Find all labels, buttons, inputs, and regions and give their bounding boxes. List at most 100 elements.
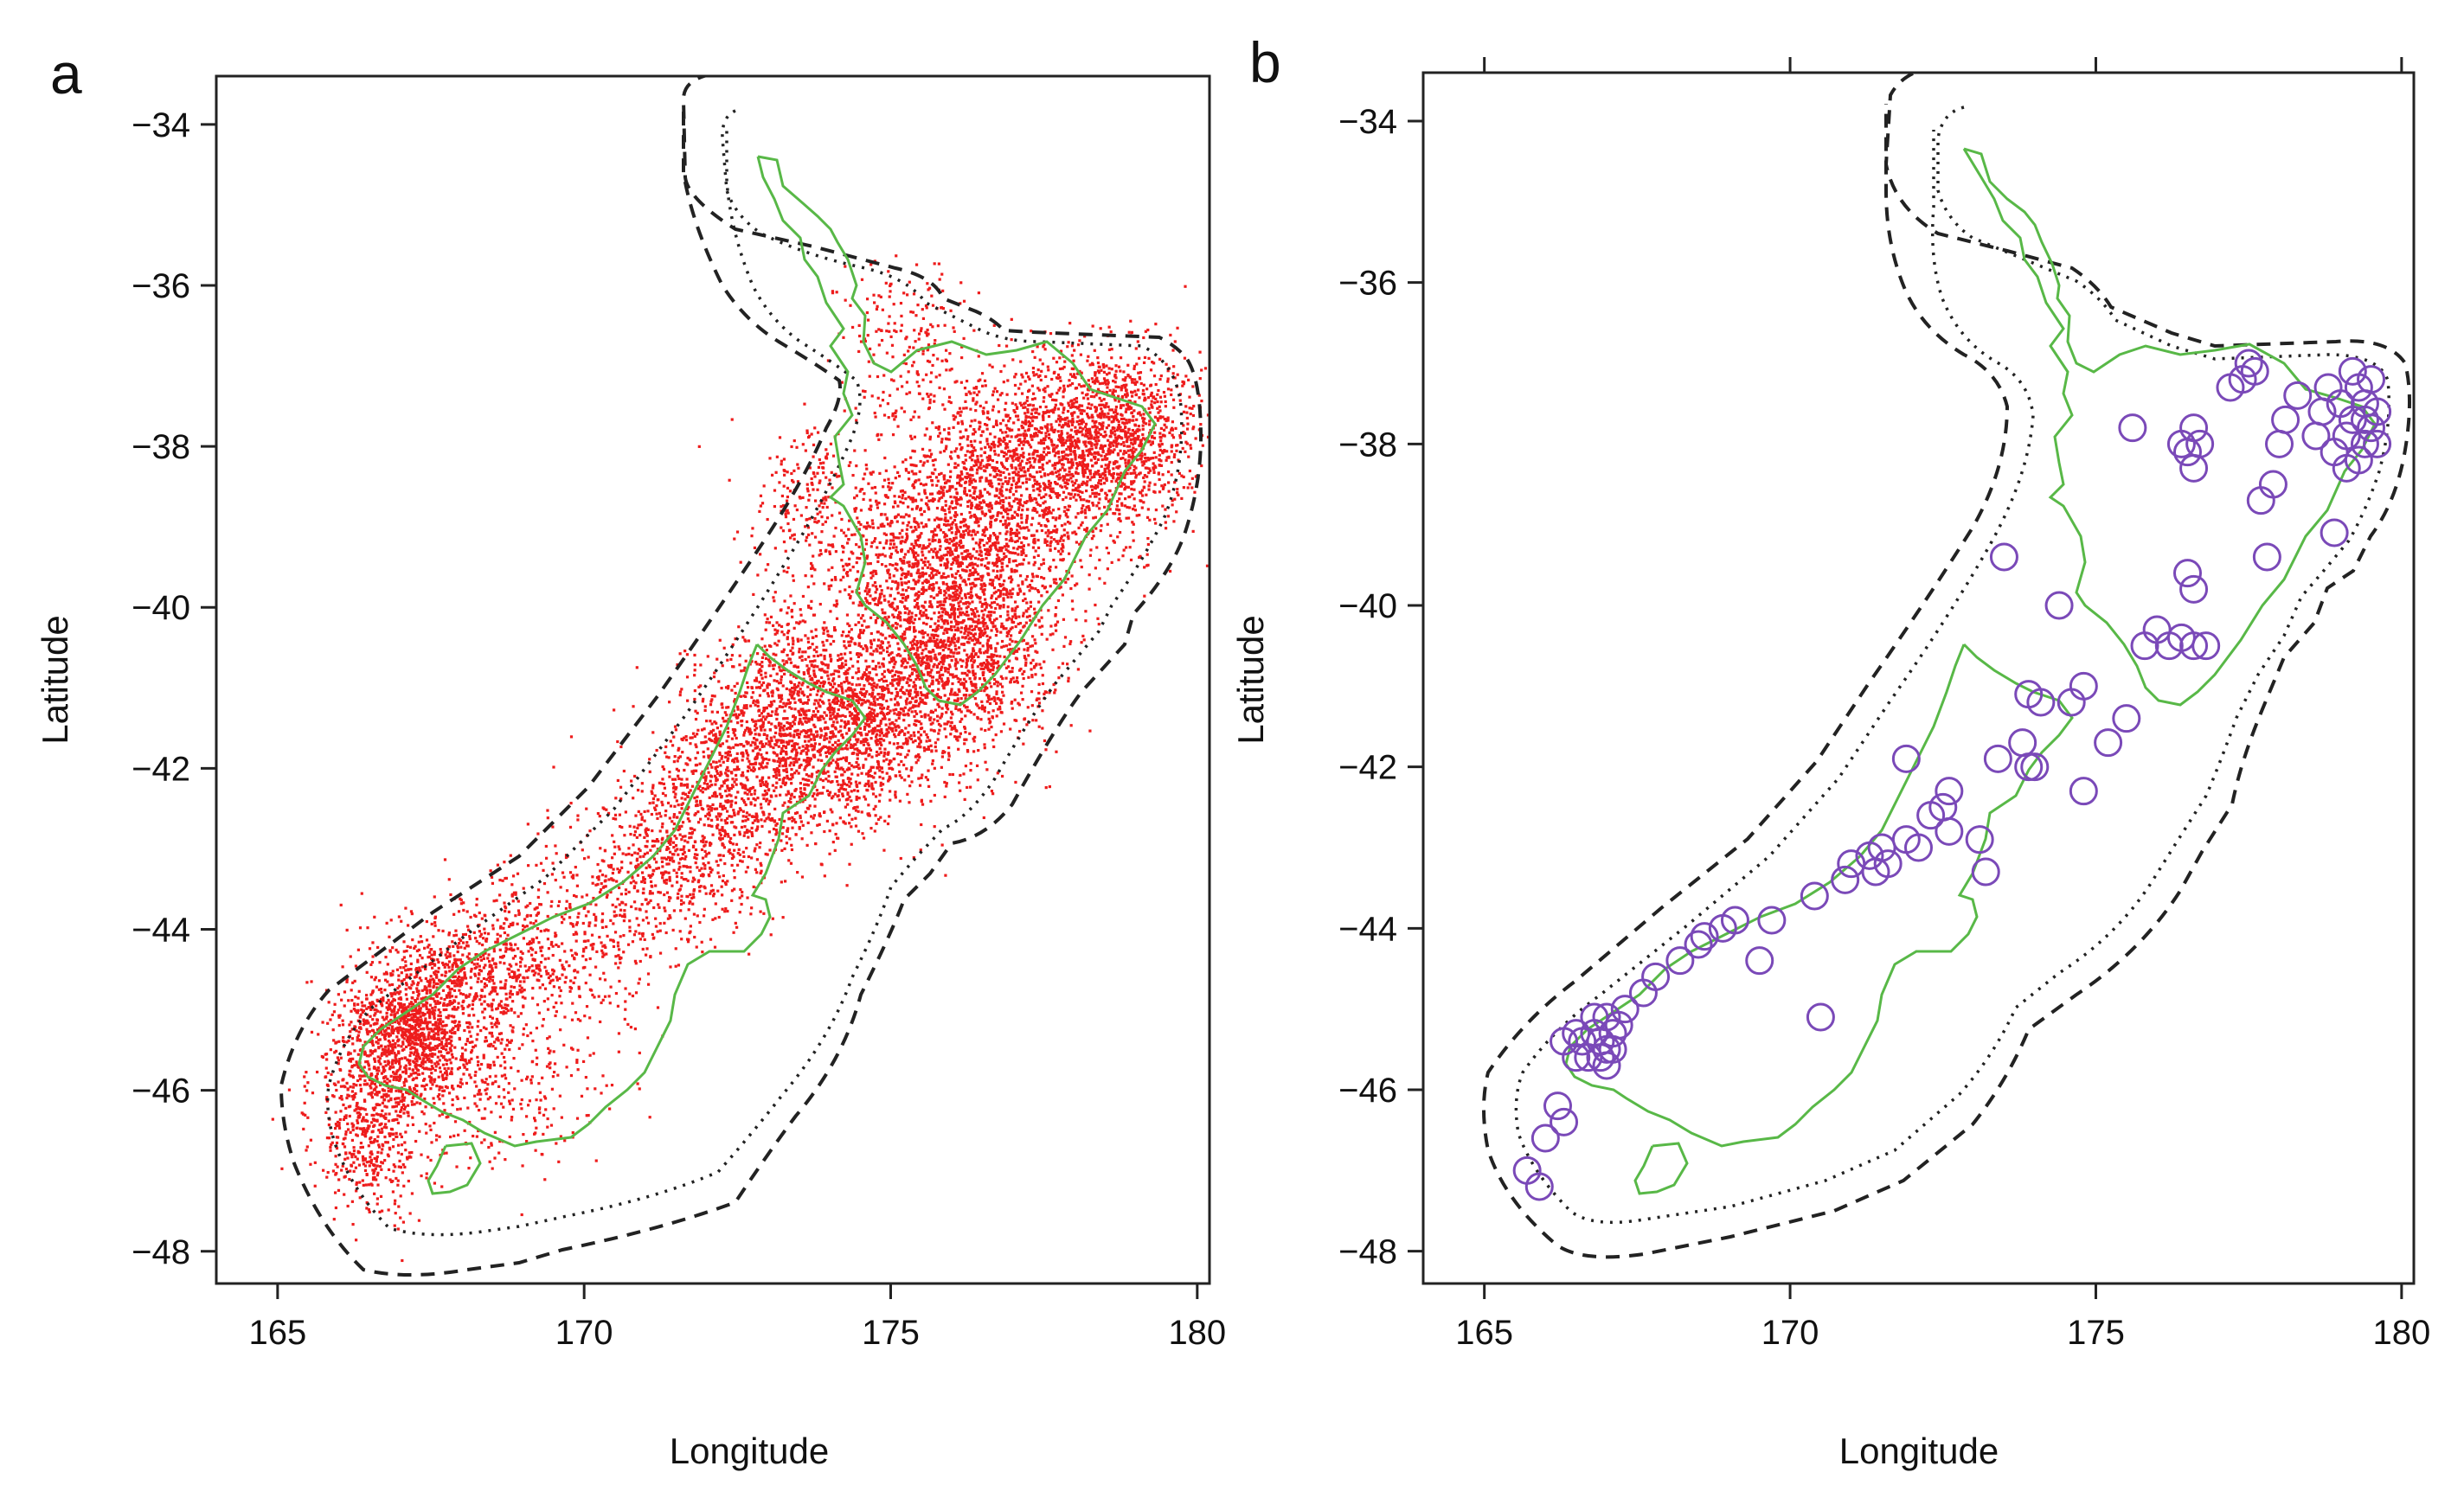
obs-point: [1085, 483, 1088, 487]
obs-point: [905, 627, 908, 631]
obs-point: [940, 496, 944, 499]
obs-point: [1140, 460, 1144, 464]
obs-point: [946, 540, 949, 544]
obs-point: [1062, 457, 1065, 460]
obs-point: [995, 390, 999, 394]
obs-point: [959, 413, 962, 417]
obs-point: [1101, 434, 1105, 439]
obs-point: [1105, 415, 1108, 419]
obs-point: [1007, 576, 1011, 579]
obs-point: [1093, 381, 1097, 385]
obs-point: [1095, 504, 1099, 508]
obs-point: [998, 682, 1003, 686]
obs-point: [939, 600, 942, 604]
obs-point: [1049, 331, 1053, 336]
obs-point: [1111, 493, 1114, 496]
obs-point: [1071, 483, 1075, 487]
obs-point: [1032, 374, 1036, 377]
obs-point: [959, 621, 962, 624]
obs-point: [1030, 384, 1035, 387]
obs-point: [1013, 698, 1017, 701]
obs-point: [1083, 511, 1088, 515]
obs-point: [1092, 535, 1095, 538]
obs-point: [1121, 457, 1125, 460]
obs-point: [1142, 476, 1145, 480]
obs-point: [1070, 413, 1075, 418]
obs-point: [1126, 516, 1131, 520]
obs-point: [1107, 500, 1111, 503]
obs-point: [949, 516, 953, 520]
obs-point: [972, 661, 976, 664]
obs-point: [1075, 467, 1079, 471]
obs-point: [1069, 586, 1073, 591]
obs-point: [1081, 483, 1084, 486]
plot-area-a: [271, 76, 1210, 1277]
obs-point: [823, 582, 826, 586]
obs-point: [1047, 508, 1050, 511]
obs-point: [1058, 375, 1062, 379]
obs-point: [1084, 422, 1088, 426]
obs-point: [917, 332, 921, 336]
obs-point: [936, 479, 940, 483]
obs-point: [857, 521, 861, 524]
obs-point: [911, 639, 914, 643]
obs-point: [931, 628, 935, 632]
obs-point: [1009, 533, 1012, 536]
obs-point: [1177, 471, 1181, 475]
obs-point: [1065, 486, 1068, 490]
obs-point: [1081, 451, 1085, 455]
obs-point: [1055, 445, 1058, 449]
obs-point: [1106, 522, 1109, 526]
obs-point: [981, 528, 985, 532]
obs-point: [1143, 480, 1146, 483]
obs-point: [998, 615, 1003, 618]
obs-point: [1115, 419, 1120, 422]
obs-point: [1090, 537, 1094, 541]
obs-point: [955, 526, 959, 529]
obs-point: [937, 425, 941, 429]
obs-point: [1127, 455, 1131, 458]
obs-point: [953, 664, 957, 668]
obs-point: [1082, 409, 1086, 413]
obs-point: [1095, 436, 1099, 439]
obs-point: [1119, 369, 1122, 373]
obs-point: [846, 573, 850, 578]
obs-point: [887, 416, 890, 419]
obs-point: [1030, 690, 1034, 694]
obs-point: [1042, 411, 1045, 414]
obs-point: [1023, 474, 1027, 477]
obs-point: [1040, 528, 1044, 533]
obs-point: [840, 528, 844, 532]
obs-point: [1127, 435, 1131, 439]
obs-point: [1033, 397, 1036, 400]
obs-point: [1068, 470, 1071, 473]
obs-point: [1002, 419, 1005, 422]
obs-point: [1058, 367, 1062, 371]
obs-point: [978, 543, 981, 547]
obs-point: [1071, 420, 1075, 424]
obs-point: [967, 627, 971, 631]
obs-point: [899, 599, 902, 604]
obs-point: [1042, 418, 1045, 422]
obs-point: [1094, 527, 1098, 530]
obs-point: [1042, 561, 1046, 565]
obs-point: [957, 456, 960, 459]
obs-point: [979, 546, 982, 549]
obs-point: [1043, 447, 1046, 451]
obs-point: [1088, 554, 1092, 557]
obs-point: [921, 592, 925, 595]
obs-point: [973, 562, 977, 566]
obs-point: [1108, 388, 1112, 393]
obs-point: [1022, 544, 1025, 547]
obs-point: [992, 678, 997, 682]
obs-point: [1046, 445, 1049, 449]
obs-point: [1133, 409, 1136, 413]
obs-point: [961, 555, 965, 560]
obs-point: [1057, 507, 1061, 511]
obs-point: [914, 635, 917, 638]
obs-point: [1161, 415, 1165, 419]
obs-point: [1158, 409, 1162, 413]
obs-point: [835, 602, 839, 605]
obs-point: [1088, 573, 1091, 577]
obs-point: [989, 547, 992, 551]
